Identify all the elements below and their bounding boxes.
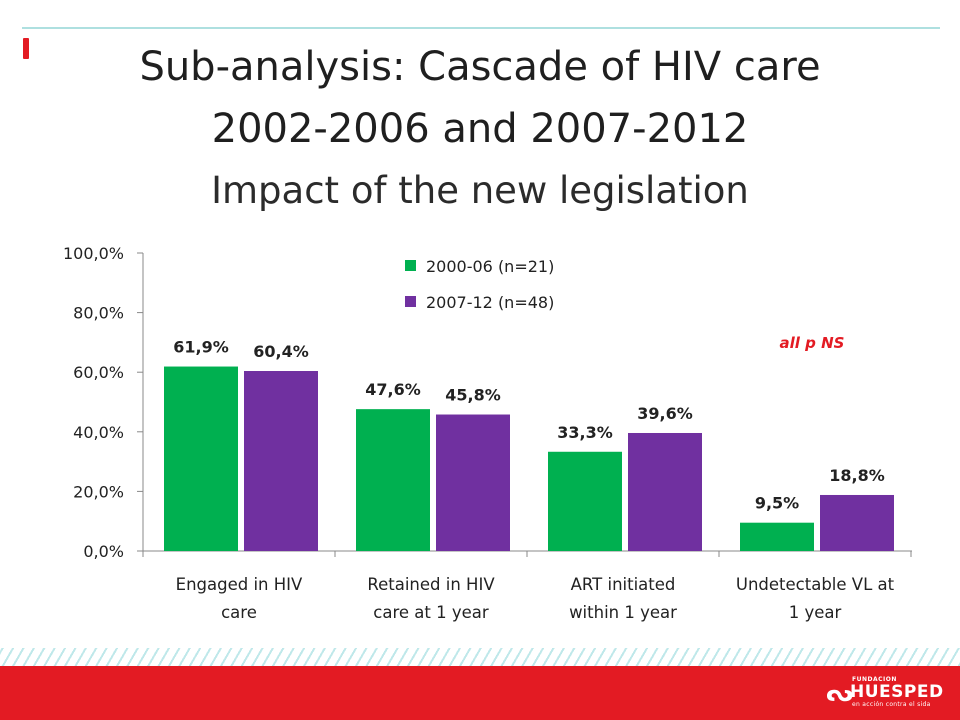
logo-main-text: HUESPED [850, 682, 944, 702]
title-line-2: 2002-2006 and 2007-2012 [211, 106, 749, 152]
red-accent-mark [23, 38, 29, 59]
x-tick-label-line: care at 1 year [373, 603, 489, 622]
bar [628, 432, 702, 551]
top-accent-line [22, 27, 940, 29]
data-label: 9,5% [755, 494, 799, 513]
x-tick-label-line: 1 year [789, 603, 842, 622]
x-tick-label: Undetectable VL at 1 year [736, 575, 895, 622]
legend-swatch [405, 296, 416, 307]
bar [548, 451, 622, 551]
y-tick-label: 60,0% [73, 363, 124, 382]
x-tick-label-line: care [221, 603, 257, 622]
logo-tagline: en acción contra el sida [852, 701, 931, 708]
y-tick-label: 80,0% [73, 304, 124, 323]
x-tick-label-line: ART initiated [571, 575, 676, 594]
data-label: 33,3% [557, 423, 613, 442]
legend-swatch [405, 260, 416, 271]
data-label: 18,8% [829, 466, 885, 485]
x-tick-label-line: within 1 year [569, 603, 677, 622]
x-tick-label-line: Undetectable VL at [736, 575, 895, 594]
data-label: 47,6% [365, 380, 421, 399]
bar [356, 409, 430, 551]
y-tick-label: 40,0% [73, 423, 124, 442]
data-label: 39,6% [637, 404, 693, 423]
data-label: 61,9% [173, 338, 229, 357]
x-tick-label: Engaged in HIV care [176, 575, 303, 622]
bar [436, 414, 510, 551]
bar [740, 522, 814, 551]
red-ribbon-icon: ᔓ [826, 679, 854, 707]
bar [820, 494, 894, 551]
legend-label: 2000-06 (n=21) [426, 257, 554, 276]
y-tick-label: 20,0% [73, 482, 124, 501]
bar [164, 366, 238, 551]
significance-note: all p NS [780, 334, 845, 352]
x-tick-label: Retained in HIV care at 1 year [367, 575, 495, 622]
x-tick-label-line: Retained in HIV [367, 575, 495, 594]
x-tick-label-line: Engaged in HIV [176, 575, 303, 594]
logo-top-text: FUNDACION [852, 676, 897, 683]
decorative-stripes [0, 648, 960, 666]
y-tick-label: 100,0% [63, 244, 124, 263]
title-line-3: Impact of the new legislation [211, 169, 749, 212]
fundacion-huesped-logo: ᔓ FUNDACION HUESPED en acción contra el … [826, 676, 943, 712]
title-line-1: Sub-analysis: Cascade of HIV care [139, 44, 821, 90]
bar-chart: 0,0% 20,0% 40,0% 60,0% 80,0% 100,0% 61,9% 60,4%… [63, 244, 912, 622]
bar [244, 371, 318, 551]
x-tick-label: ART initiated within 1 year [569, 575, 677, 622]
footer-bar: ᔓ FUNDACION HUESPED en acción contra el … [0, 666, 960, 720]
legend-label: 2007-12 (n=48) [426, 293, 554, 312]
slide-title: Sub-analysis: Cascade of HIV care 2002-2… [0, 36, 960, 222]
data-label: 45,8% [445, 386, 501, 405]
y-tick-label: 0,0% [83, 542, 124, 561]
data-label: 60,4% [253, 342, 309, 361]
